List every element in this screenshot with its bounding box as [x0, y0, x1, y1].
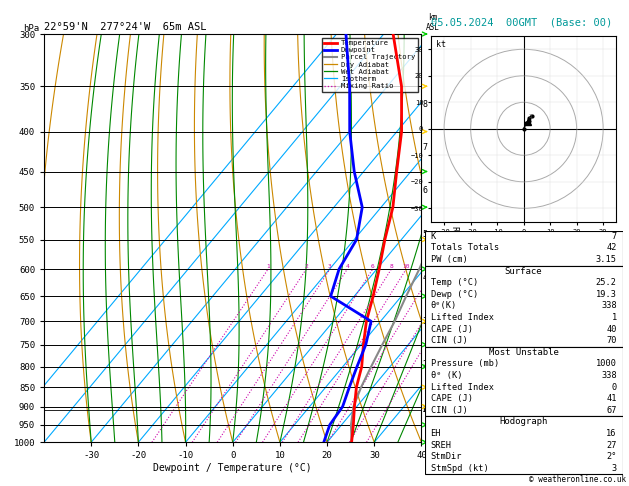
Text: 27: 27: [606, 441, 617, 450]
Text: Surface: Surface: [505, 267, 542, 276]
Text: © weatheronline.co.uk: © weatheronline.co.uk: [529, 474, 626, 484]
Text: Lifted Index: Lifted Index: [430, 313, 494, 322]
Text: Temp (°C): Temp (°C): [430, 278, 478, 287]
Text: 1000: 1000: [596, 360, 617, 368]
Text: 1: 1: [266, 264, 270, 269]
Text: 40: 40: [606, 325, 617, 334]
Text: 25.2: 25.2: [596, 278, 617, 287]
Text: 1: 1: [611, 313, 617, 322]
Text: 2: 2: [304, 264, 308, 269]
Text: Hodograph: Hodograph: [499, 417, 548, 426]
Text: 3: 3: [611, 464, 617, 473]
Text: hPa: hPa: [23, 24, 40, 33]
Text: θᵉ (K): θᵉ (K): [430, 371, 462, 380]
Text: Dewp (°C): Dewp (°C): [430, 290, 478, 299]
Text: SREH: SREH: [430, 441, 452, 450]
X-axis label: Dewpoint / Temperature (°C): Dewpoint / Temperature (°C): [153, 463, 312, 473]
Text: 1: 1: [422, 405, 427, 414]
Text: 7: 7: [611, 232, 617, 241]
Text: 338: 338: [601, 371, 617, 380]
Text: km
ASL: km ASL: [426, 13, 440, 32]
Text: CAPE (J): CAPE (J): [430, 325, 472, 334]
Text: 16: 16: [606, 429, 617, 438]
Text: PW (cm): PW (cm): [430, 255, 467, 264]
Text: 8: 8: [422, 100, 427, 109]
Bar: [425, 231, 623, 266]
Text: CIN (J): CIN (J): [430, 406, 467, 415]
Text: kt: kt: [436, 40, 446, 49]
Text: 2: 2: [422, 360, 427, 369]
Legend: Temperature, Dewpoint, Parcel Trajectory, Dry Adiabat, Wet Adiabat, Isotherm, Mi: Temperature, Dewpoint, Parcel Trajectory…: [322, 37, 418, 91]
Text: CAPE (J): CAPE (J): [430, 394, 472, 403]
Text: 4: 4: [345, 264, 349, 269]
Bar: [425, 417, 623, 474]
Text: LCL: LCL: [422, 405, 437, 414]
Text: Pressure (mb): Pressure (mb): [430, 360, 499, 368]
Text: K: K: [430, 232, 436, 241]
Text: 3.15: 3.15: [596, 255, 617, 264]
Text: StmDir: StmDir: [430, 452, 462, 461]
Text: 8: 8: [389, 264, 393, 269]
Text: 41: 41: [606, 394, 617, 403]
Text: θᵉ(K): θᵉ(K): [430, 301, 457, 311]
Text: 3: 3: [529, 114, 532, 119]
Text: 05.05.2024  00GMT  (Base: 00): 05.05.2024 00GMT (Base: 00): [431, 17, 612, 27]
Text: 10: 10: [403, 264, 410, 269]
Bar: [425, 266, 623, 347]
Text: Mixing Ratio (g/kg): Mixing Ratio (g/kg): [450, 191, 459, 286]
Text: Totals Totals: Totals Totals: [430, 243, 499, 252]
Text: 4: 4: [422, 274, 427, 282]
Text: 0: 0: [611, 382, 617, 392]
Text: StmSpd (kt): StmSpd (kt): [430, 464, 488, 473]
Text: 22°59'N  277°24'W  65m ASL: 22°59'N 277°24'W 65m ASL: [44, 22, 206, 32]
Text: 6: 6: [371, 264, 374, 269]
Text: Lifted Index: Lifted Index: [430, 382, 494, 392]
Text: 2°: 2°: [606, 452, 617, 461]
Text: 3: 3: [422, 317, 427, 326]
Text: 5: 5: [422, 230, 427, 239]
Text: 338: 338: [601, 301, 617, 311]
Bar: [425, 347, 623, 417]
Text: EH: EH: [430, 429, 441, 438]
Text: CIN (J): CIN (J): [430, 336, 467, 345]
Text: 42: 42: [606, 243, 617, 252]
Text: 7: 7: [422, 143, 427, 152]
Text: 70: 70: [606, 336, 617, 345]
Text: 67: 67: [606, 406, 617, 415]
Text: Most Unstable: Most Unstable: [489, 348, 559, 357]
Text: 6: 6: [422, 186, 427, 195]
Text: 3: 3: [328, 264, 332, 269]
Text: 19.3: 19.3: [596, 290, 617, 299]
